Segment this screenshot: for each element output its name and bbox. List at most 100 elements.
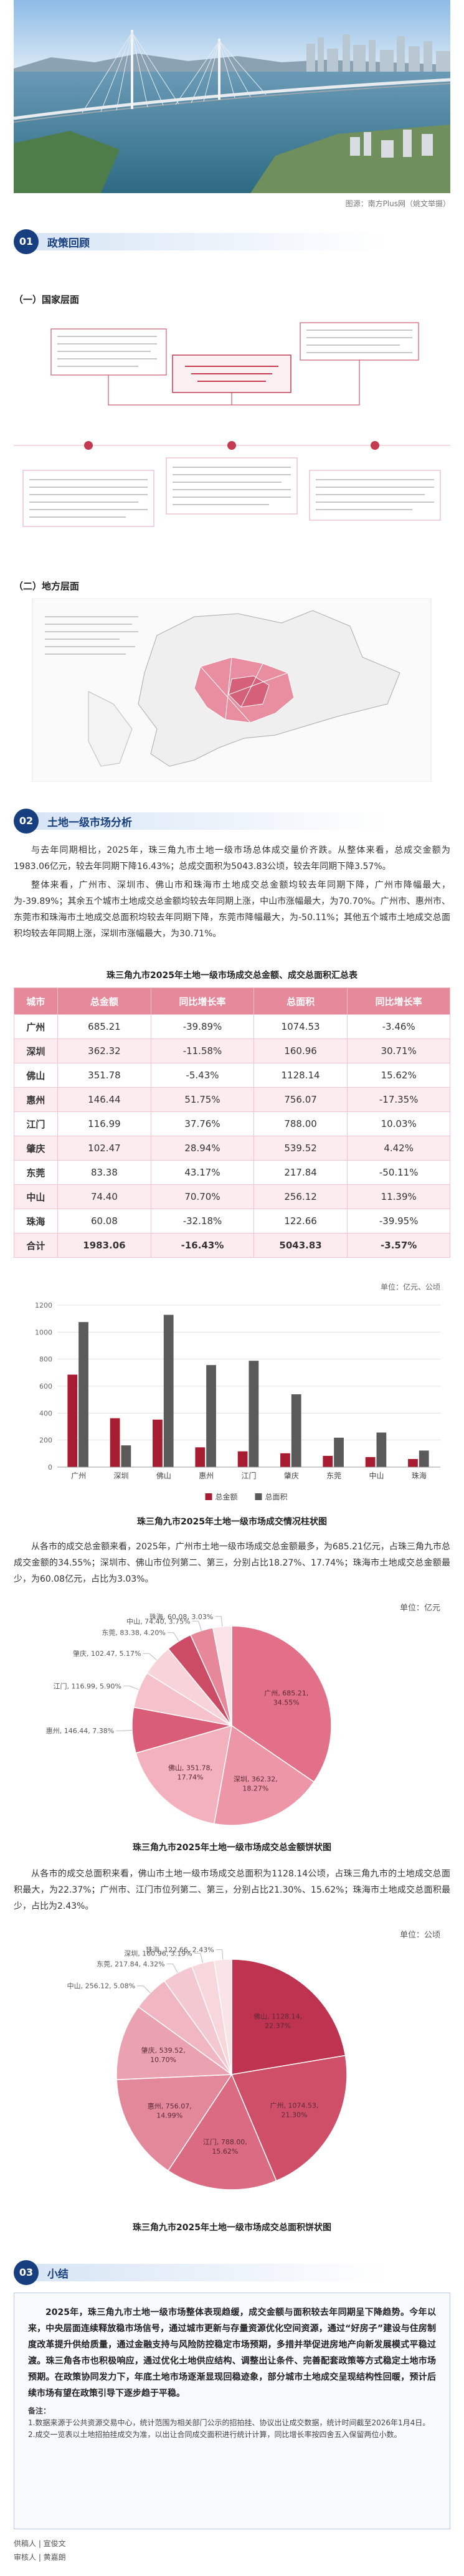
table-cell: -3.57% xyxy=(347,1233,450,1258)
pie-slice xyxy=(231,1959,346,2075)
table-cell: -39.89% xyxy=(151,1014,254,1039)
slice-label: 中山, 74.40, 3.75% xyxy=(126,1617,190,1625)
unit-note: 单位：亿元、公顷 xyxy=(381,1282,440,1291)
pie-slice xyxy=(213,1724,315,1826)
table-row: 深圳 362.32 -11.58% 160.96 30.71% xyxy=(14,1038,450,1063)
slice-label: 江门, 788.00, xyxy=(203,2137,247,2146)
table-cell: 83.38 xyxy=(57,1160,152,1185)
table-cell: 江门 xyxy=(14,1111,58,1136)
section-header: 01 政策回顾 xyxy=(14,229,450,254)
table-cell: 合计 xyxy=(14,1233,58,1258)
slice-label: 中山, 256.12, 5.08% xyxy=(67,1982,135,1990)
bar xyxy=(67,1374,78,1467)
notes-heading: 备注： xyxy=(28,2407,51,2415)
section-band xyxy=(25,812,450,830)
slice-label: 深圳, 160.96, 3.19% xyxy=(124,1949,192,1957)
y-tick-label: 1200 xyxy=(35,1301,52,1309)
table-cell: 1074.53 xyxy=(253,1014,348,1039)
bar xyxy=(334,1437,344,1467)
leader-line xyxy=(215,1949,224,1960)
paragraph: 整体来看，广州市、深圳市、佛山市和珠海市土地成交总金额均较去年同期下降，广州市降… xyxy=(14,880,450,939)
paragraph: 与去年同期相比，2025年，珠三角九市土地一级市场总体成交量价齐跌。从整体来看，… xyxy=(14,845,450,872)
y-tick-label: 600 xyxy=(39,1382,52,1390)
regional-map xyxy=(32,598,432,782)
table-cell: 351.78 xyxy=(57,1063,152,1088)
bar xyxy=(206,1365,216,1467)
table-cell: 珠海 xyxy=(14,1209,58,1233)
slice-label: 肇庆, 102.47, 5.17% xyxy=(73,1649,141,1658)
unit-note: 单位：亿元 xyxy=(400,1604,440,1613)
table-cell: 1128.14 xyxy=(253,1063,348,1088)
slice-share: 34.55% xyxy=(273,1699,300,1707)
slice-label: 广州, 685.21, xyxy=(264,1690,308,1698)
table-cell: 东莞 xyxy=(14,1160,58,1185)
bar xyxy=(249,1361,259,1467)
leader-line xyxy=(166,1964,178,1973)
table-cell: -32.18% xyxy=(151,1209,254,1233)
table-row: 珠海 60.08 -32.18% 122.66 -39.95% xyxy=(14,1209,450,1233)
slice-label: 东莞, 83.38, 4.20% xyxy=(102,1629,165,1637)
x-tick-label: 肇庆 xyxy=(284,1471,299,1480)
slice-label: 惠州, 756.07, xyxy=(148,2102,192,2111)
table-cell: 539.52 xyxy=(253,1136,348,1161)
table-cell: -16.43% xyxy=(151,1233,254,1258)
table-row: 中山 74.40 70.70% 256.12 11.39% xyxy=(14,1184,450,1209)
table-cell: 佛山 xyxy=(14,1063,58,1088)
leader-line xyxy=(123,1685,140,1690)
photo-caption: 图源：南方Plus网（姚文举摄） xyxy=(345,199,450,208)
section-header: 02 土地一级市场分析 xyxy=(14,809,450,834)
table-cell: 11.39% xyxy=(347,1184,450,1209)
slice-label: 广州, 1074.53, xyxy=(270,2101,318,2109)
table-cell: 43.17% xyxy=(151,1160,254,1185)
leader-line xyxy=(137,1985,151,1994)
table-cell: 102.47 xyxy=(57,1136,152,1161)
note: 1.数据来源于公共资源交易中心，统计范围为相关部门公示的招拍挂、协议出让成交数据… xyxy=(28,2418,430,2427)
leader-line xyxy=(215,1616,223,1627)
table-cell: 74.40 xyxy=(57,1184,152,1209)
legend-swatch xyxy=(205,1493,212,1500)
table-row: 东莞 83.38 43.17% 217.84 -50.11% xyxy=(14,1160,450,1185)
table-cell: 362.32 xyxy=(57,1038,152,1063)
leader-line xyxy=(167,1632,179,1642)
column-header: 总面积 xyxy=(253,987,348,1015)
section-band xyxy=(25,233,450,250)
bar xyxy=(121,1445,131,1467)
table-cell: 116.99 xyxy=(57,1111,152,1136)
table-cell: -17.35% xyxy=(347,1087,450,1112)
bar xyxy=(408,1458,418,1467)
table-cell: 756.07 xyxy=(253,1087,348,1112)
x-tick-label: 惠州 xyxy=(199,1471,214,1480)
y-tick-label: 800 xyxy=(39,1356,52,1364)
table-cell: 中山 xyxy=(14,1184,58,1209)
slice-label: 佛山, 1128.14, xyxy=(253,2012,302,2020)
section-number: 03 xyxy=(14,2260,39,2285)
chart-title: 珠三角九市2025年土地一级市场成交总面积饼状图 xyxy=(133,2223,331,2233)
bar xyxy=(78,1322,88,1467)
x-tick-label: 深圳 xyxy=(113,1471,128,1480)
bar xyxy=(376,1432,387,1467)
table-cell: 肇庆 xyxy=(14,1136,58,1161)
pie-slice xyxy=(230,2055,348,2182)
x-tick-label: 佛山 xyxy=(156,1471,171,1480)
table-row: 惠州 146.44 51.75% 756.07 -17.35% xyxy=(14,1087,450,1112)
leader-line xyxy=(194,1952,204,1964)
legend-swatch xyxy=(255,1493,262,1500)
chart-title: 珠三角九市2025年土地一级市场成交情况柱状图 xyxy=(137,1517,327,1527)
summary-table: 城市 总金额 同比增长率 总面积 同比增长率 广州 685.21 -39.89% 1074.53… xyxy=(14,987,450,1258)
table-cell: -11.58% xyxy=(151,1038,254,1063)
table-cell: 深圳 xyxy=(14,1038,58,1063)
pie-slice xyxy=(213,1959,232,2075)
section-number: 01 xyxy=(14,229,39,254)
paragraph: 从各市的成交总面积来看，佛山市土地一级市场成交总面积为1128.14公顷，占珠三… xyxy=(14,1869,450,1911)
sub-heading: （二）地方层面 xyxy=(14,581,80,592)
intro: 与去年同期相比，2025年，珠三角九市土地一级市场总体成交量价齐跌。从整体来看，… xyxy=(14,842,450,944)
text-block: 从各市的成交总金额来看，2025年，广州市土地一级市场成交总金额最多，为685.… xyxy=(14,1539,450,1590)
column-header: 城市 xyxy=(14,987,58,1015)
slice-share: 14.99% xyxy=(156,2112,182,2120)
summary-box: 2025年，珠三角九市土地一级市场整体表现趋缓，成交金额与面积较去年同期呈下降趋… xyxy=(14,2293,450,2529)
column-header: 同比增长率 xyxy=(151,987,254,1015)
table-cell: 4.42% xyxy=(347,1136,450,1161)
bar xyxy=(153,1419,163,1467)
x-tick-label: 东莞 xyxy=(326,1471,341,1480)
